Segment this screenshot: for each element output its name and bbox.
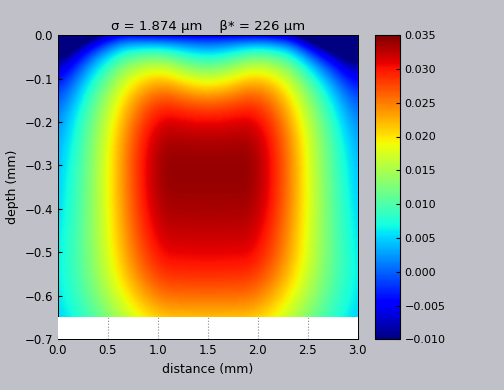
Y-axis label: depth (mm): depth (mm) — [6, 150, 19, 224]
Title: σ = 1.874 μm    β* = 226 μm: σ = 1.874 μm β* = 226 μm — [111, 20, 305, 32]
X-axis label: distance (mm): distance (mm) — [162, 363, 254, 376]
Bar — [58, 317, 358, 339]
